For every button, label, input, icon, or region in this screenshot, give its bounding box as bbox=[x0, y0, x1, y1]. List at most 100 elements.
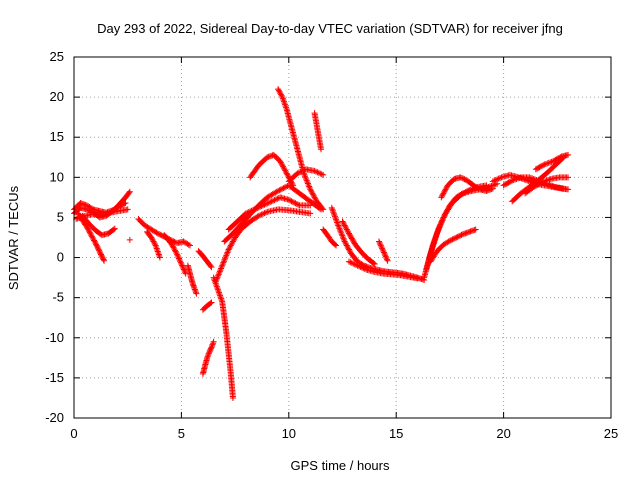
data-point bbox=[210, 340, 217, 347]
data-point bbox=[342, 223, 349, 230]
data-point bbox=[110, 226, 117, 233]
data-point bbox=[251, 206, 258, 213]
data-point bbox=[150, 238, 157, 245]
x-tick-label: 0 bbox=[70, 426, 77, 441]
data-point bbox=[275, 87, 282, 94]
data-point bbox=[265, 199, 272, 206]
data-point bbox=[379, 246, 386, 253]
data-point bbox=[524, 177, 531, 184]
data-point bbox=[438, 194, 445, 201]
data-point bbox=[221, 256, 228, 263]
data-point bbox=[260, 202, 267, 209]
data-point bbox=[497, 175, 504, 182]
data-point bbox=[217, 266, 224, 273]
data-point bbox=[280, 164, 287, 171]
data-points bbox=[71, 86, 572, 401]
data-point bbox=[262, 201, 269, 208]
data-point bbox=[94, 243, 101, 250]
data-point bbox=[338, 231, 345, 238]
data-point bbox=[215, 272, 222, 279]
data-point bbox=[225, 247, 232, 254]
data-point bbox=[457, 232, 464, 239]
data-point bbox=[288, 198, 295, 205]
data-point bbox=[340, 221, 347, 228]
data-point bbox=[90, 236, 97, 243]
x-tick-label: 5 bbox=[178, 426, 185, 441]
data-point bbox=[261, 210, 268, 217]
data-point bbox=[191, 286, 198, 293]
data-point bbox=[351, 261, 358, 268]
data-point bbox=[557, 154, 564, 161]
data-point bbox=[284, 171, 291, 178]
data-point bbox=[171, 238, 178, 245]
data-point bbox=[223, 252, 230, 259]
data-point bbox=[489, 185, 496, 192]
data-point bbox=[218, 265, 225, 272]
data-point bbox=[436, 222, 443, 229]
data-point bbox=[379, 245, 386, 252]
data-point bbox=[460, 175, 467, 182]
data-point bbox=[340, 235, 347, 242]
data-point bbox=[252, 205, 259, 212]
data-point bbox=[99, 255, 106, 262]
data-point bbox=[177, 258, 184, 265]
data-point bbox=[495, 175, 502, 182]
data-point bbox=[192, 287, 199, 294]
data-point bbox=[87, 230, 94, 237]
data-point bbox=[225, 246, 232, 253]
data-point bbox=[258, 211, 265, 218]
data-point bbox=[219, 262, 226, 269]
data-point bbox=[282, 167, 289, 174]
data-point bbox=[382, 252, 389, 259]
data-point bbox=[248, 207, 255, 214]
data-point bbox=[255, 212, 262, 219]
data-point bbox=[149, 235, 156, 242]
data-point bbox=[550, 183, 557, 190]
data-point bbox=[204, 354, 211, 361]
data-point bbox=[547, 159, 554, 166]
data-point bbox=[300, 167, 307, 174]
data-point bbox=[336, 226, 343, 233]
data-point bbox=[565, 174, 572, 181]
data-point bbox=[311, 167, 318, 174]
data-point bbox=[172, 248, 179, 255]
data-point bbox=[472, 226, 479, 233]
data-point bbox=[80, 213, 87, 220]
data-point bbox=[345, 229, 352, 236]
data-point bbox=[560, 185, 567, 192]
data-point bbox=[302, 174, 309, 181]
data-point bbox=[124, 206, 131, 213]
data-point bbox=[544, 181, 551, 188]
data-point bbox=[380, 248, 387, 255]
data-point bbox=[185, 241, 192, 248]
data-point bbox=[285, 172, 292, 179]
data-point bbox=[295, 169, 302, 176]
data-point bbox=[361, 265, 368, 272]
data-point bbox=[85, 226, 92, 233]
data-point bbox=[339, 232, 346, 239]
data-point bbox=[295, 201, 302, 208]
data-point bbox=[310, 191, 317, 198]
data-point bbox=[306, 183, 313, 190]
data-point bbox=[467, 186, 474, 193]
data-point bbox=[549, 182, 556, 189]
data-point bbox=[287, 197, 294, 204]
y-axis-label: SDTVAR / TECUs bbox=[6, 185, 21, 290]
data-point bbox=[281, 166, 288, 173]
data-point bbox=[381, 250, 388, 257]
data-point bbox=[491, 177, 498, 184]
data-point bbox=[545, 159, 552, 166]
data-point bbox=[149, 237, 156, 244]
data-point bbox=[186, 242, 193, 249]
data-point bbox=[540, 162, 547, 169]
data-point bbox=[261, 201, 268, 208]
data-point bbox=[151, 241, 158, 248]
y-tick-label: -5 bbox=[52, 290, 64, 305]
data-point bbox=[441, 189, 448, 196]
data-point bbox=[283, 183, 290, 190]
data-point bbox=[509, 177, 516, 184]
data-point bbox=[527, 174, 534, 181]
data-point bbox=[383, 255, 390, 262]
data-point bbox=[303, 177, 310, 184]
x-tick-label: 20 bbox=[496, 426, 510, 441]
